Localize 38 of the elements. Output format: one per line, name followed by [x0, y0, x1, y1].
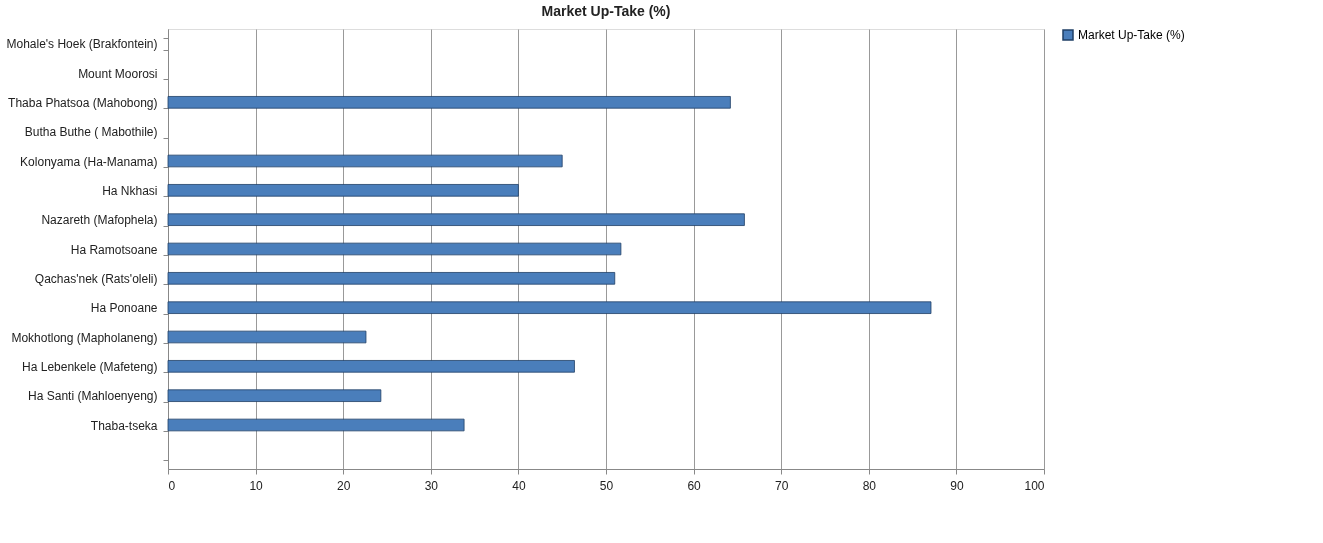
bar [167, 184, 519, 197]
y-tick-label: Ha Santi (Mahloenyeng) [28, 389, 158, 404]
bar [167, 272, 616, 285]
x-tick-label: 90 [950, 478, 964, 493]
x-tick-label: 40 [512, 478, 526, 493]
x-tick-label: 80 [862, 478, 877, 493]
x-tick-label: 0 [168, 478, 176, 493]
bar [167, 389, 382, 402]
x-tick-label: 20 [337, 478, 351, 493]
y-tick-label: Thaba Phatsoa (Mahobong) [8, 95, 158, 110]
bar [167, 418, 465, 432]
x-tick-label: 100 [1024, 478, 1045, 493]
bar [167, 242, 622, 256]
y-tick-label: Ha Ramotsoane [70, 242, 158, 257]
x-tick-label: 70 [775, 478, 789, 493]
bar [167, 301, 932, 314]
y-tick-label: Ha Nkhasi [102, 183, 158, 198]
bar [167, 154, 563, 168]
y-tick-label: Kolonyama (Ha-Manama) [20, 154, 158, 169]
y-tick-label: Qachas'nek (Rats'oleli) [34, 271, 158, 286]
legend-label: Market Up-Take (%) [1078, 28, 1185, 42]
chart-title: Market Up-Take (%) [541, 3, 671, 19]
y-tick-label: Butha Buthe ( Mabothile) [24, 125, 158, 140]
x-tick-label: 30 [424, 478, 439, 493]
bar [167, 330, 367, 344]
y-tick-label: Mount Moorosi [78, 66, 158, 81]
bar [167, 360, 575, 373]
x-tick-label: 10 [249, 478, 264, 493]
bar [167, 96, 731, 109]
y-tick-label: Nazareth (Mafophela) [41, 213, 158, 228]
y-tick-label: Ha Ponoane [90, 301, 158, 316]
x-tick-label: 60 [687, 478, 702, 493]
y-tick-label: Thaba-tseka [90, 418, 158, 433]
y-tick-label: Ha Lebenkele (Mafeteng) [22, 359, 158, 374]
bar [167, 213, 745, 226]
y-tick-label: Mohale's Hoek (Brakfontein) [6, 37, 158, 52]
y-tick-label: Mokhotlong (Mapholaneng) [11, 330, 158, 345]
x-tick-label: 50 [599, 478, 614, 493]
